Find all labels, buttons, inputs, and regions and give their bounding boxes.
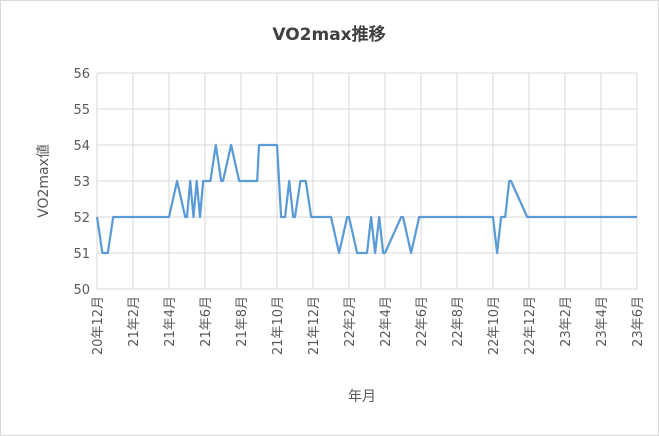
y-tick-label: 53 xyxy=(73,175,90,190)
y-tick-label: 50 xyxy=(73,283,90,298)
x-tick-label: 21年4月 xyxy=(163,296,178,347)
y-tick-label: 52 xyxy=(73,211,90,226)
x-tick-label: 21年10月 xyxy=(271,296,286,355)
x-tick-label: 22年6月 xyxy=(415,296,430,347)
x-tick-labels: 20年12月 21年2月 21年4月 21年6月 21年8月 21年10月 21年12月 22… xyxy=(91,296,646,355)
x-tick-label: 21年12月 xyxy=(307,296,322,355)
x-tick-label: 21年2月 xyxy=(127,296,142,347)
y-tick-label: 54 xyxy=(73,139,90,154)
x-tick-label: 21年8月 xyxy=(235,296,250,347)
x-tick-label: 20年12月 xyxy=(91,296,106,355)
series-layer xyxy=(95,143,637,255)
gridlines xyxy=(96,72,638,290)
y-axis-label: VO2max値 xyxy=(36,144,52,218)
series-line-0 xyxy=(95,143,637,255)
x-tick-label: 23年6月 xyxy=(631,296,646,347)
y-tick-label: 51 xyxy=(73,247,90,262)
chart-title: VO2max推移 xyxy=(272,24,385,45)
y-tick-label: 55 xyxy=(73,103,90,118)
x-tick-label: 22年8月 xyxy=(451,296,466,347)
x-tick-label: 22年12月 xyxy=(523,296,538,355)
x-axis-label: 年月 xyxy=(348,389,376,405)
x-tick-label: 23年2月 xyxy=(559,296,574,347)
x-tick-label: 22年2月 xyxy=(343,296,358,347)
y-tick-label: 56 xyxy=(73,67,90,82)
x-tick-label: 22年4月 xyxy=(379,296,394,347)
x-tick-label: 22年10月 xyxy=(487,296,502,355)
y-tick-labels: 50 51 52 53 54 55 56 xyxy=(73,67,90,298)
x-tick-label: 21年6月 xyxy=(199,296,214,347)
x-tick-label: 23年4月 xyxy=(595,296,610,347)
